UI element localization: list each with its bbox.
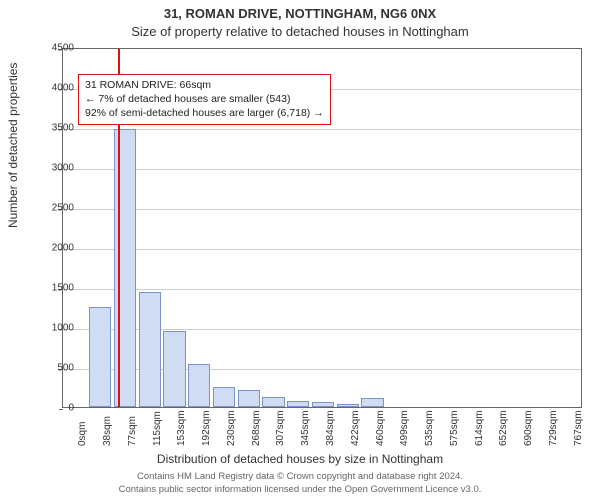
histogram-bar [361, 398, 383, 407]
histogram-bar [188, 364, 210, 407]
y-tick-label: 500 [24, 363, 74, 374]
histogram-bar [213, 387, 235, 407]
x-tick-label: 38sqm [102, 416, 113, 446]
footer-line1: Contains HM Land Registry data © Crown c… [0, 471, 600, 483]
x-tick-label: 345sqm [300, 410, 311, 446]
y-tick-label: 0 [24, 403, 74, 414]
histogram-bar [262, 397, 284, 407]
x-tick-label: 729sqm [548, 410, 559, 446]
gridline [63, 249, 581, 250]
x-tick-label: 307sqm [275, 410, 286, 446]
y-tick-label: 2500 [24, 203, 74, 214]
x-axis-label: Distribution of detached houses by size … [0, 452, 600, 466]
y-tick-label: 2000 [24, 243, 74, 254]
x-tick-label: 230sqm [226, 410, 237, 446]
histogram-bar [312, 402, 334, 407]
x-tick-label: 499sqm [399, 410, 410, 446]
x-tick-label: 575sqm [449, 410, 460, 446]
gridline [63, 289, 581, 290]
x-tick-label: 384sqm [325, 410, 336, 446]
annotation-line: 31 ROMAN DRIVE: 66sqm [85, 78, 324, 92]
histogram-bar [114, 129, 136, 407]
x-tick-label: 0sqm [77, 422, 88, 446]
annotation-box: 31 ROMAN DRIVE: 66sqm← 7% of detached ho… [78, 74, 331, 125]
y-tick-label: 3000 [24, 163, 74, 174]
x-tick-label: 535sqm [424, 410, 435, 446]
x-tick-label: 77sqm [127, 416, 138, 446]
annotation-line: ← 7% of detached houses are smaller (543… [85, 92, 324, 106]
y-axis-label: Number of detached properties [6, 63, 20, 228]
x-tick-label: 767sqm [573, 410, 584, 446]
y-tick-label: 4500 [24, 43, 74, 54]
chart-title-line1: 31, ROMAN DRIVE, NOTTINGHAM, NG6 0NX [0, 6, 600, 21]
footer-attribution: Contains HM Land Registry data © Crown c… [0, 471, 600, 496]
histogram-bar [89, 307, 111, 407]
x-tick-label: 652sqm [498, 410, 509, 446]
x-tick-label: 422sqm [350, 410, 361, 446]
histogram-bar [139, 292, 161, 407]
chart-title-line2: Size of property relative to detached ho… [0, 24, 600, 39]
y-tick-label: 4000 [24, 83, 74, 94]
histogram-bar [163, 331, 185, 407]
histogram-bar [337, 404, 359, 407]
plot-area: 31 ROMAN DRIVE: 66sqm← 7% of detached ho… [62, 48, 582, 408]
x-tick-label: 153sqm [176, 410, 187, 446]
histogram-bar [238, 390, 260, 407]
x-tick-label: 690sqm [523, 410, 534, 446]
x-tick-label: 268sqm [251, 410, 262, 446]
annotation-line: 92% of semi-detached houses are larger (… [85, 106, 324, 120]
x-tick-label: 460sqm [375, 410, 386, 446]
x-tick-label: 614sqm [474, 410, 485, 446]
gridline [63, 209, 581, 210]
y-tick-label: 1500 [24, 283, 74, 294]
y-tick-label: 1000 [24, 323, 74, 334]
y-tick-label: 3500 [24, 123, 74, 134]
footer-line2: Contains public sector information licen… [0, 484, 600, 496]
x-tick-label: 115sqm [152, 411, 163, 446]
x-tick-label: 192sqm [201, 410, 212, 446]
histogram-bar [287, 401, 309, 407]
gridline [63, 129, 581, 130]
gridline [63, 169, 581, 170]
